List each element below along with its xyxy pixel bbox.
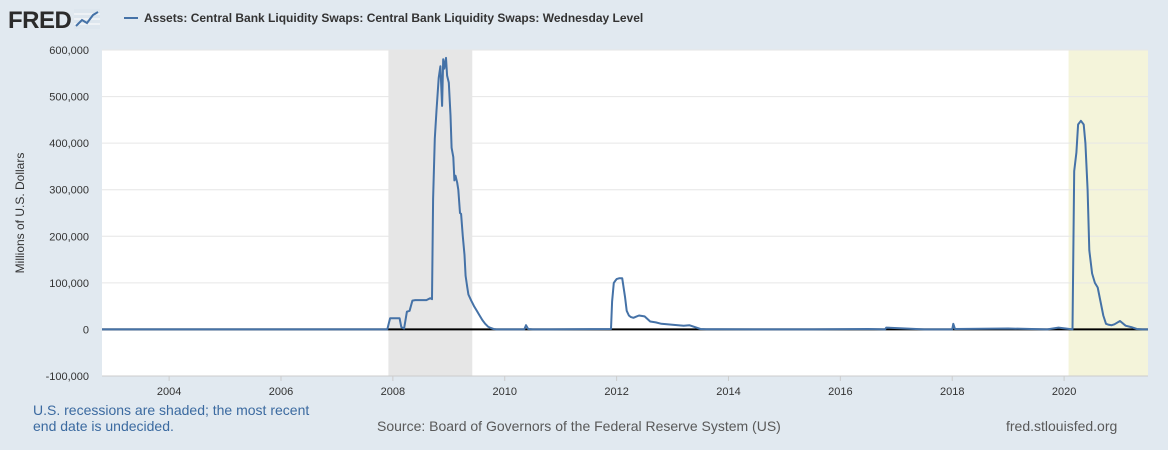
plot-area xyxy=(102,50,1148,376)
y-tick-label: 500,000 xyxy=(49,92,89,104)
y-tick-label: 0 xyxy=(83,324,89,336)
fred-logo[interactable]: FRED xyxy=(8,6,101,36)
source-text: Source: Board of Governors of the Federa… xyxy=(377,418,781,434)
x-tick-label: 2016 xyxy=(828,386,852,398)
x-tick-label: 2004 xyxy=(157,386,181,398)
series-layer xyxy=(102,56,1148,331)
series-line xyxy=(102,56,1148,331)
chart-header: FRED Assets: Central Bank Liquidity Swap… xyxy=(0,0,1168,40)
recession-band xyxy=(388,50,473,376)
site-url[interactable]: fred.stlouisfed.org xyxy=(1006,418,1118,434)
chart-legend: Assets: Central Bank Liquidity Swaps: Ce… xyxy=(124,11,643,25)
y-tick-label: -100,000 xyxy=(46,371,89,383)
x-tick-label: 2010 xyxy=(492,386,516,398)
y-tick-label: 200,000 xyxy=(49,231,89,243)
legend-swatch xyxy=(124,17,138,19)
x-tick-label: 2008 xyxy=(381,386,405,398)
x-axis-ticks: 2004 2006 2008 2010 2012 2014 2016 2018 2020 xyxy=(102,375,1148,398)
y-axis-ticks: -100,000 0 100,000 200,000 300,000 400,000 500… xyxy=(46,45,89,383)
recession-shading-layer xyxy=(388,50,1148,376)
recession-band xyxy=(1068,50,1148,376)
legend-series-label: Assets: Central Bank Liquidity Swaps: Ce… xyxy=(144,11,644,25)
trend-graph-icon xyxy=(74,8,101,34)
line-chart: -100,000 0 100,000 200,000 300,000 400,000 500… xyxy=(13,45,1148,398)
x-tick-label: 2018 xyxy=(940,386,964,398)
recession-note: U.S. recessions are shaded; the most rec… xyxy=(33,402,310,434)
y-tick-label: 300,000 xyxy=(49,185,89,197)
x-tick-label: 2006 xyxy=(269,386,293,398)
y-tick-label: 600,000 xyxy=(49,45,89,57)
x-tick-label: 2020 xyxy=(1052,386,1076,398)
x-tick-label: 2012 xyxy=(604,386,628,398)
y-axis-label: Millions of U.S. Dollars xyxy=(13,153,27,274)
y-tick-label: 400,000 xyxy=(49,138,89,150)
logo-text: FRED xyxy=(8,7,72,34)
y-tick-label: 100,000 xyxy=(49,278,89,290)
x-tick-label: 2014 xyxy=(716,386,740,398)
